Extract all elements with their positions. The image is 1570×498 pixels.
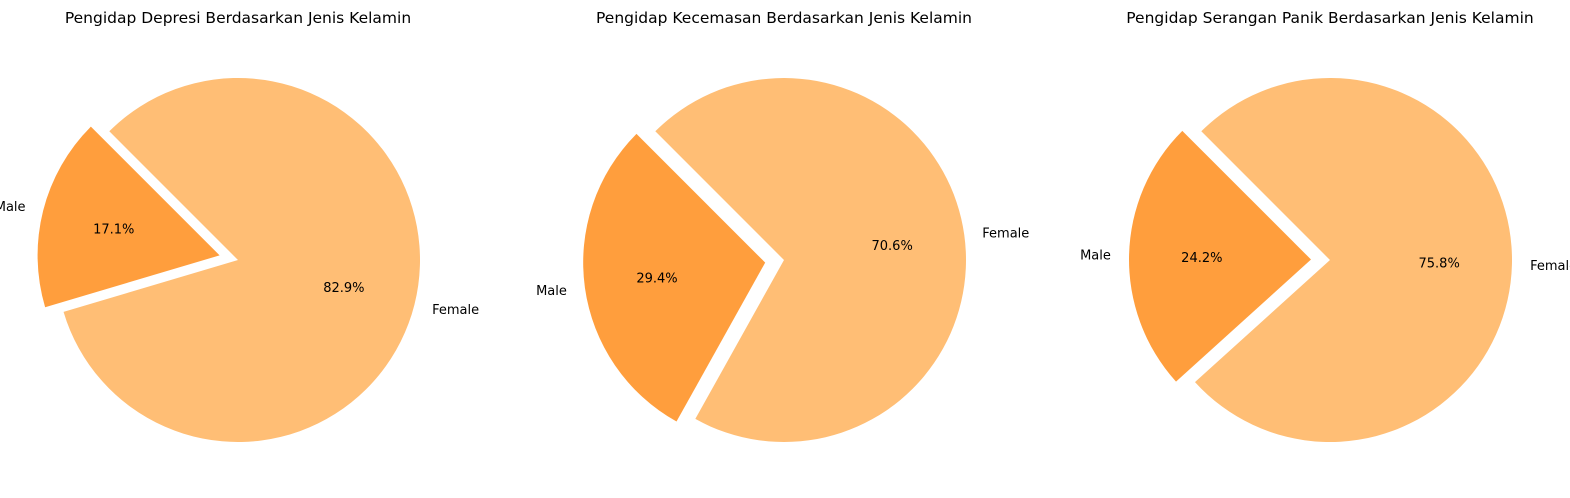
pie-chart-3: Pengidap Serangan Panik Berdasarkan Jeni… <box>1080 9 1570 443</box>
slice-percent-label: 70.6% <box>872 239 913 254</box>
slice-percent-label: 17.1% <box>93 223 134 238</box>
pie-slice-male <box>37 126 220 308</box>
chart-title: Pengidap Depresi Berdasarkan Jenis Kelam… <box>65 9 411 27</box>
slice-label: Female <box>1530 259 1570 274</box>
slice-label: Male <box>1080 248 1111 263</box>
pie-chart-1: Pengidap Depresi Berdasarkan Jenis Kelam… <box>0 9 479 443</box>
chart-title: Pengidap Serangan Panik Berdasarkan Jeni… <box>1126 9 1533 27</box>
pie-slice-male <box>1129 130 1312 382</box>
pie-slice-female <box>655 78 967 442</box>
slice-label: Male <box>536 284 567 299</box>
slice-percent-label: 82.9% <box>323 281 364 296</box>
slice-label: Female <box>432 303 479 318</box>
chart-title: Pengidap Kecemasan Berdasarkan Jenis Kel… <box>596 9 972 27</box>
slice-percent-label: 75.8% <box>1419 257 1460 272</box>
pie-slice-male <box>583 133 766 422</box>
slice-percent-label: 24.2% <box>1181 251 1222 266</box>
slice-label: Male <box>0 200 26 215</box>
pie-slice-female <box>63 78 420 443</box>
slice-label: Female <box>982 226 1029 241</box>
pie-chart-2: Pengidap Kecemasan Berdasarkan Jenis Kel… <box>536 9 1029 442</box>
pie-slice-female <box>1195 77 1513 443</box>
slice-percent-label: 29.4% <box>636 272 677 287</box>
